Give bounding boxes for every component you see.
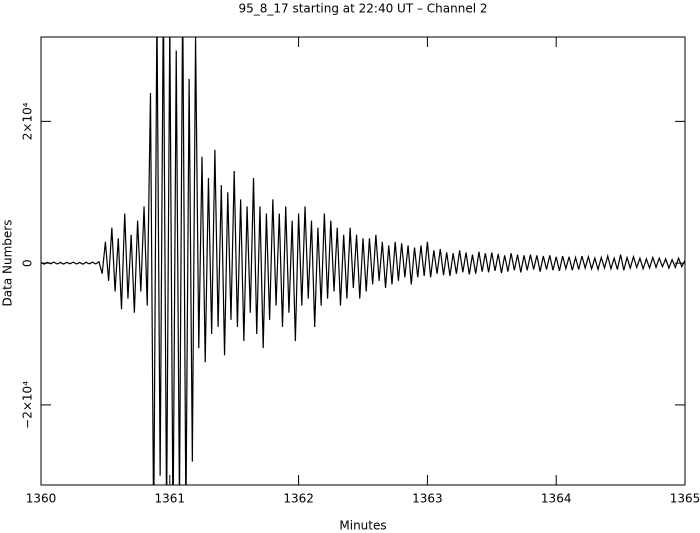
plot-frame	[40, 36, 686, 486]
x-tick-label: 1362	[283, 492, 314, 506]
x-tick-label: 1363	[412, 492, 443, 506]
x-tick-label: 1360	[26, 492, 57, 506]
y-tick-label: 2×10⁴	[21, 102, 35, 140]
y-axis-label: Data Numbers	[1, 220, 15, 307]
chart-title: 95_8_17 starting at 22:40 UT – Channel 2	[238, 2, 487, 16]
x-tick-label: 1361	[155, 492, 186, 506]
x-axis-label: Minutes	[339, 519, 386, 533]
x-tick-label: 1365	[670, 492, 700, 506]
signal-trace	[41, 37, 685, 485]
x-tick-label: 1364	[541, 492, 572, 506]
y-tick-label: −2×10⁴	[21, 381, 35, 429]
y-tick-label: 0	[21, 259, 35, 267]
